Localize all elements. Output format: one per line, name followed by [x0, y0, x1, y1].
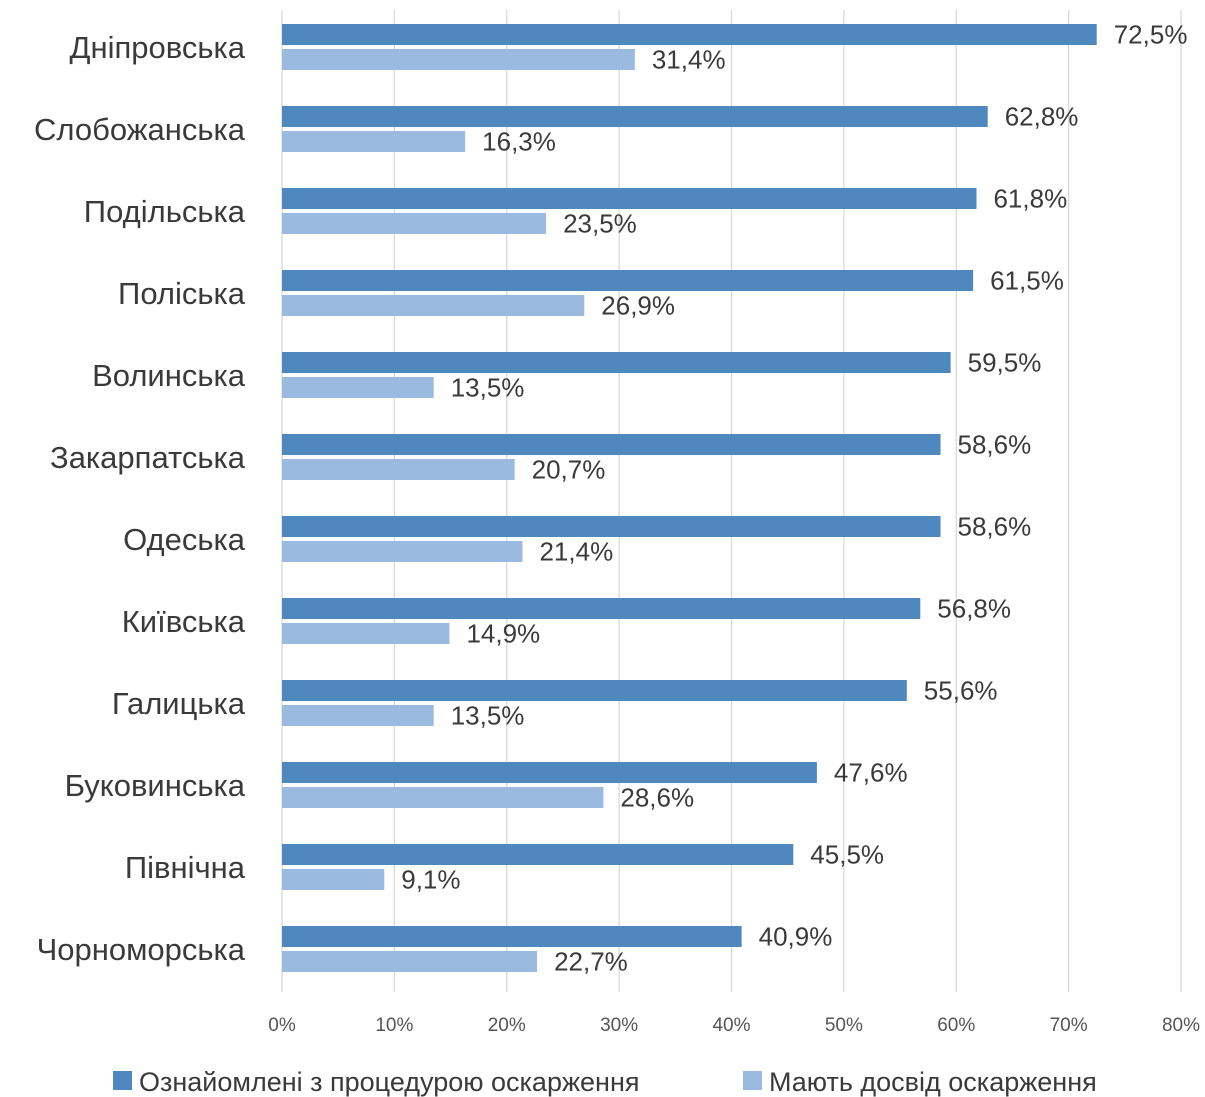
bar-experience	[282, 459, 515, 480]
bar-familiar	[282, 680, 907, 701]
category-label: Слобожанська	[34, 112, 246, 147]
bar-experience	[282, 377, 434, 398]
category-label: Галицька	[112, 686, 246, 721]
data-label: 13,5%	[451, 701, 525, 731]
category-label: Дніпровська	[69, 30, 245, 65]
data-label: 22,7%	[554, 947, 628, 977]
category-label: Буковинська	[65, 768, 246, 803]
legend-label: Ознайомлені з процедурою оскарження	[139, 1067, 639, 1097]
category-labels: Дніпровська Слобожанська Подільська Поліськ…	[34, 30, 246, 967]
category-label: Одеська	[123, 522, 246, 557]
bar-experience	[282, 213, 547, 234]
bar-familiar	[282, 24, 1097, 45]
data-label: 55,6%	[924, 676, 998, 706]
data-label: 45,5%	[810, 840, 884, 870]
bar-experience	[282, 49, 635, 70]
bar-familiar	[282, 106, 988, 127]
bar-familiar	[282, 598, 921, 619]
data-label: 13,5%	[451, 373, 525, 403]
x-tick-label: 0%	[268, 1015, 296, 1036]
bar-familiar	[282, 270, 974, 291]
category-label: Чорноморська	[37, 932, 246, 967]
legend-label: Мають досвід оскарження	[769, 1067, 1097, 1097]
data-label: 21,4%	[539, 537, 613, 567]
bar-familiar	[282, 844, 794, 865]
legend-item-experience: Мають досвід оскарження	[743, 1067, 1097, 1097]
data-label: 56,8%	[937, 594, 1011, 624]
data-label: 26,9%	[601, 291, 675, 321]
x-tick-label: 70%	[1050, 1015, 1088, 1036]
x-tick-label: 80%	[1162, 1015, 1200, 1036]
category-label: Північна	[125, 850, 246, 885]
bar-experience	[282, 787, 604, 808]
data-label: 72,5%	[1114, 20, 1188, 50]
category-label: Поліська	[118, 276, 246, 311]
bar-familiar	[282, 434, 941, 455]
x-tick-label: 60%	[937, 1015, 975, 1036]
bar-familiar	[282, 188, 977, 209]
bar-familiar	[282, 926, 742, 947]
x-axis-tick-labels: 0% 10% 20% 30% 40% 50% 60% 70% 80%	[268, 1015, 1200, 1036]
bar-experience	[282, 705, 434, 726]
bar-experience	[282, 131, 466, 152]
data-label: 61,8%	[993, 184, 1067, 214]
bar-familiar	[282, 352, 951, 373]
x-tick-label: 20%	[488, 1015, 526, 1036]
category-label: Київська	[122, 604, 246, 639]
data-labels: 72,5% 31,4% 62,8% 16,3% 61,8% 23,5% 61,5% 26,9%…	[401, 20, 1187, 977]
x-tick-label: 50%	[825, 1015, 863, 1036]
bar-familiar	[282, 762, 817, 783]
category-label: Подільська	[84, 194, 246, 229]
bar-familiar	[282, 516, 941, 537]
bar-experience	[282, 623, 450, 644]
data-label: 9,1%	[401, 865, 460, 895]
data-label: 40,9%	[759, 922, 833, 952]
bar-experience	[282, 295, 585, 316]
data-label: 14,9%	[466, 619, 540, 649]
data-label: 62,8%	[1005, 102, 1079, 132]
category-label: Волинська	[92, 358, 246, 393]
x-tick-label: 40%	[712, 1015, 750, 1036]
bar-experience	[282, 869, 385, 890]
data-label: 28,6%	[620, 783, 694, 813]
category-label: Закарпатська	[50, 440, 246, 475]
data-label: 31,4%	[652, 45, 726, 75]
data-label: 20,7%	[532, 455, 606, 485]
x-tick-label: 10%	[375, 1015, 413, 1036]
x-tick-label: 30%	[600, 1015, 638, 1036]
data-label: 61,5%	[990, 266, 1064, 296]
data-label: 23,5%	[563, 209, 637, 239]
data-label: 58,6%	[958, 512, 1032, 542]
data-label: 58,6%	[958, 430, 1032, 460]
data-label: 59,5%	[968, 348, 1042, 378]
legend-item-familiar: Ознайомлені з процедурою оскарження	[113, 1067, 639, 1097]
gridlines	[281, 10, 1182, 992]
bars	[282, 24, 1097, 972]
bar-experience	[282, 951, 538, 972]
data-label: 16,3%	[482, 127, 556, 157]
legend: Ознайомлені з процедурою оскарження Мають…	[113, 1067, 1097, 1097]
legend-swatch	[743, 1071, 762, 1090]
data-label: 47,6%	[834, 758, 908, 788]
bar-experience	[282, 541, 523, 562]
legend-swatch	[113, 1071, 132, 1090]
